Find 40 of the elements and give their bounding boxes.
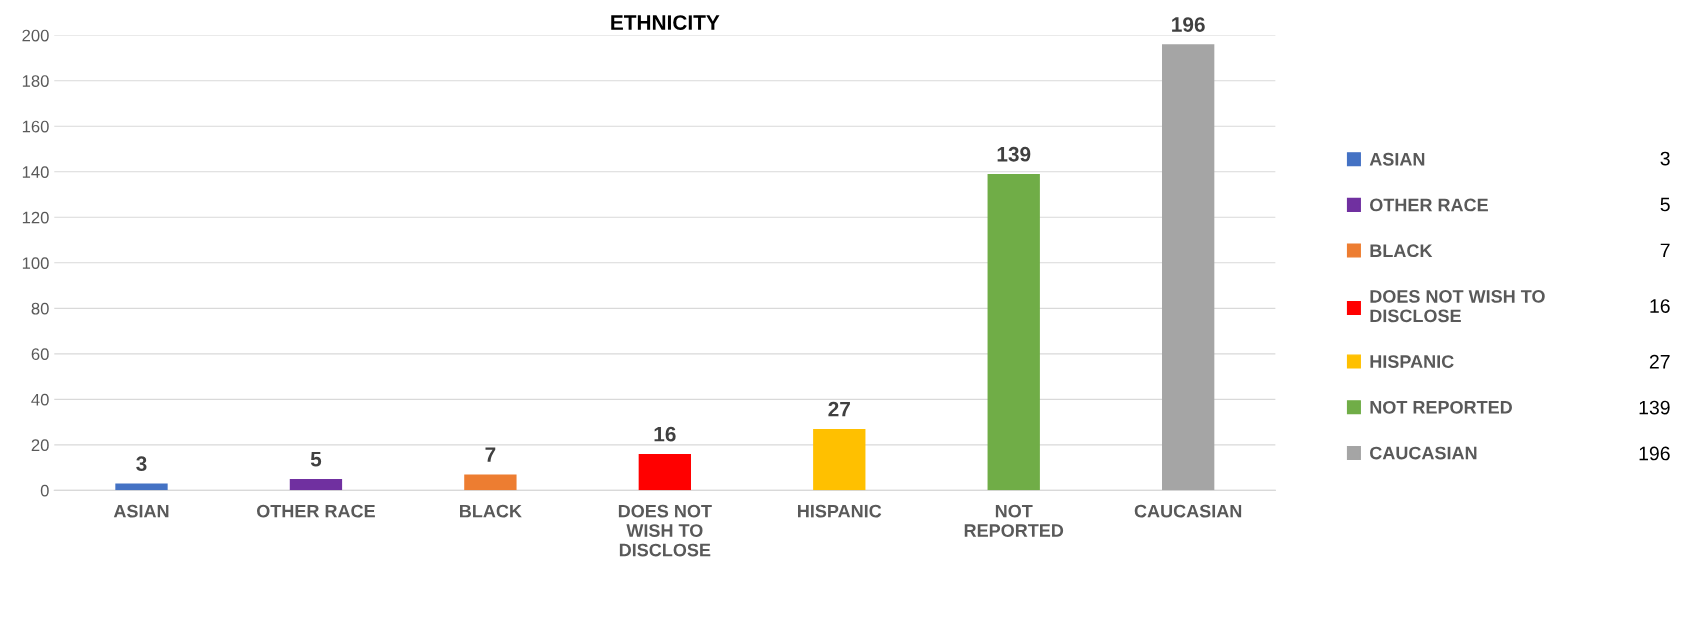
chart-title: ETHNICITY <box>611 15 720 30</box>
x-tick-label: HISPANIC <box>798 504 882 518</box>
legend-label: OTHER RACE <box>1370 198 1488 212</box>
data-label: 139 <box>997 146 1031 162</box>
data-label: 196 <box>1172 17 1205 32</box>
legend-label: CAUCASIAN <box>1370 446 1477 460</box>
text: 196 <box>1639 446 1670 461</box>
data-label: 5 <box>310 452 322 467</box>
data-label: 3 <box>136 456 147 472</box>
x-tick-label: OTHER RACE <box>257 504 375 518</box>
text: 27 <box>1649 354 1670 369</box>
text: 3 <box>1660 151 1670 166</box>
x-tick-label: NOT REPORTED <box>964 504 1064 537</box>
data-label: 27 <box>828 401 850 417</box>
y-tick-label: 100 <box>22 257 49 270</box>
legend-label: ASIAN <box>1369 152 1425 166</box>
y-tick-label: 0 <box>40 484 49 497</box>
y-tick-label: 120 <box>22 211 49 224</box>
y-tick-label: 140 <box>22 166 49 178</box>
legend-label: NOT REPORTED <box>1370 400 1512 414</box>
y-tick-label: 160 <box>22 120 49 133</box>
y-tick-label: 40 <box>31 393 49 406</box>
text: 7 <box>1660 243 1670 258</box>
y-tick-label: 200 <box>22 29 49 42</box>
data-label: 16 <box>654 426 676 442</box>
text: 139 <box>1639 400 1670 415</box>
y-tick-label: 180 <box>22 75 49 87</box>
x-tick-label: ASIAN <box>113 504 169 518</box>
x-tick-label: CAUCASIAN <box>1134 504 1242 518</box>
y-tick-label: 60 <box>31 348 49 361</box>
legend-label: HISPANIC <box>1370 355 1454 368</box>
data-label: 7 <box>485 447 496 462</box>
text: 5 <box>1660 197 1670 212</box>
y-tick-label: 20 <box>31 439 49 452</box>
y-tick-label: 80 <box>31 302 49 315</box>
text: 16 <box>1650 299 1670 313</box>
legend-label: DOES NOT WISH TO DISCLOSE <box>1370 290 1545 323</box>
x-tick-label: BLACK <box>460 504 522 518</box>
legend-label: BLACK <box>1370 244 1433 258</box>
x-tick-label: DOES NOT WISH TO DISCLOSE <box>618 504 712 557</box>
